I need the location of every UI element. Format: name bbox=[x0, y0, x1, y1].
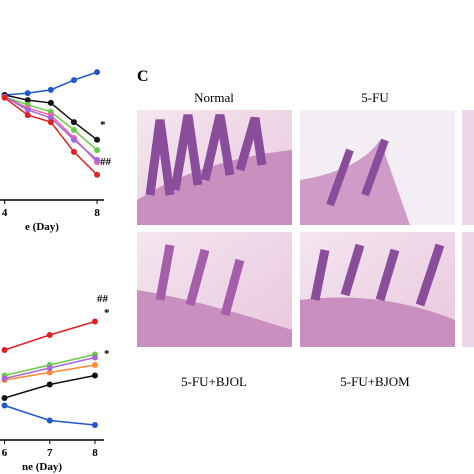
micrograph bbox=[462, 232, 474, 347]
annotation: ## bbox=[100, 156, 112, 168]
tissue bbox=[137, 290, 292, 347]
data-point bbox=[94, 171, 101, 178]
annotation: * bbox=[100, 119, 106, 131]
data-point bbox=[46, 381, 53, 388]
data-point bbox=[91, 372, 98, 379]
data-point bbox=[91, 318, 98, 325]
data-point bbox=[94, 156, 101, 163]
data-point bbox=[46, 417, 53, 424]
data-point bbox=[24, 106, 31, 113]
x-tick-label: 8 bbox=[94, 207, 100, 219]
data-point bbox=[1, 395, 8, 401]
data-point bbox=[91, 422, 98, 428]
villi bbox=[326, 138, 389, 207]
data-point bbox=[70, 148, 77, 155]
x-tick-label: 4 bbox=[2, 207, 8, 219]
data-point bbox=[70, 136, 77, 143]
data-point bbox=[91, 362, 98, 368]
data-point bbox=[24, 112, 31, 119]
micrograph bbox=[462, 110, 474, 225]
tissue bbox=[300, 297, 455, 347]
data-point bbox=[46, 332, 53, 338]
data-point bbox=[91, 354, 98, 361]
caption: 5-FU+BJOM bbox=[340, 374, 410, 389]
x-axis-label: ne (Day) bbox=[22, 461, 62, 473]
tissue bbox=[137, 150, 292, 225]
data-point bbox=[1, 375, 8, 382]
x-tick-label: 7 bbox=[47, 447, 53, 459]
histology-panels bbox=[137, 110, 474, 347]
caption: Normal bbox=[194, 90, 234, 105]
data-point bbox=[47, 119, 54, 126]
caption: 5-FU+BJOL bbox=[181, 374, 247, 389]
data-point bbox=[47, 114, 54, 121]
data-point bbox=[94, 69, 101, 76]
annotation: ## bbox=[97, 293, 109, 305]
data-point bbox=[1, 402, 8, 409]
caption: 5-FU bbox=[361, 90, 389, 105]
data-point bbox=[1, 94, 8, 101]
data-point bbox=[94, 136, 101, 143]
data-point bbox=[47, 99, 54, 106]
x-tick-label: 6 bbox=[2, 447, 8, 459]
villi bbox=[310, 243, 445, 307]
data-point bbox=[47, 86, 54, 93]
villi bbox=[155, 244, 245, 317]
data-point bbox=[1, 347, 8, 353]
x-axis-label: e (Day) bbox=[25, 221, 59, 233]
annotation: * bbox=[104, 348, 110, 360]
data-point bbox=[70, 119, 77, 126]
data-point bbox=[70, 127, 77, 133]
data-point bbox=[46, 365, 53, 371]
data-point bbox=[24, 97, 31, 104]
x-tick-label: 8 bbox=[92, 447, 98, 459]
annotation: * bbox=[104, 307, 110, 319]
data-point bbox=[70, 77, 77, 84]
data-point bbox=[24, 90, 31, 97]
panel-label: C bbox=[137, 68, 149, 85]
data-point bbox=[46, 369, 53, 376]
villi bbox=[145, 113, 267, 196]
data-point bbox=[94, 147, 101, 154]
